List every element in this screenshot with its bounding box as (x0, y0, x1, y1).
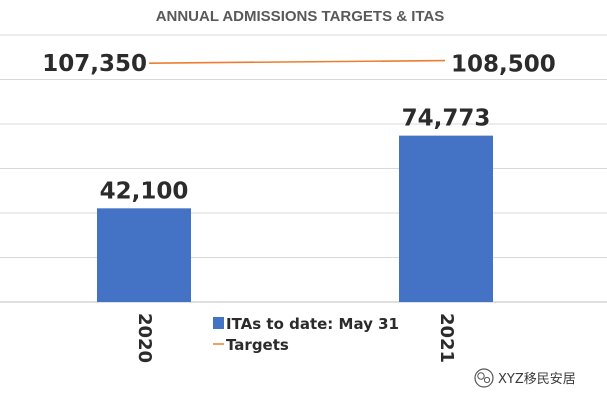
x-tick-labels: 2020 2021 (134, 313, 457, 363)
target-value-label-2020: 107,350 (42, 51, 147, 77)
bar-series (97, 135, 493, 302)
data-labels: 42,100 74,773 107,350 108,500 (42, 51, 556, 204)
legend-swatch-bars (213, 317, 224, 329)
bar-2021 (399, 135, 493, 302)
legend-label-line: Targets (226, 336, 289, 354)
x-tick-2021: 2021 (436, 313, 457, 363)
bar-2020 (97, 208, 191, 302)
x-tick-2020: 2020 (134, 313, 155, 363)
wechat-icon (474, 368, 494, 388)
target-line-series (148, 59, 446, 64)
bar-value-label-2020: 42,100 (100, 178, 189, 204)
legend-label-bars: ITAs to date: May 31 (226, 315, 399, 333)
legend: ITAs to date: May 31 Targets (213, 315, 399, 354)
bar-value-label-2021: 74,773 (402, 106, 491, 132)
target-line (148, 59, 446, 64)
chart-title: ANNUAL ADMISSIONS TARGETS & ITAS (156, 8, 445, 25)
watermark-text: XYZ移民安居 (498, 372, 576, 387)
watermark: XYZ移民安居 (474, 368, 576, 388)
target-value-label-2021: 108,500 (451, 52, 556, 78)
